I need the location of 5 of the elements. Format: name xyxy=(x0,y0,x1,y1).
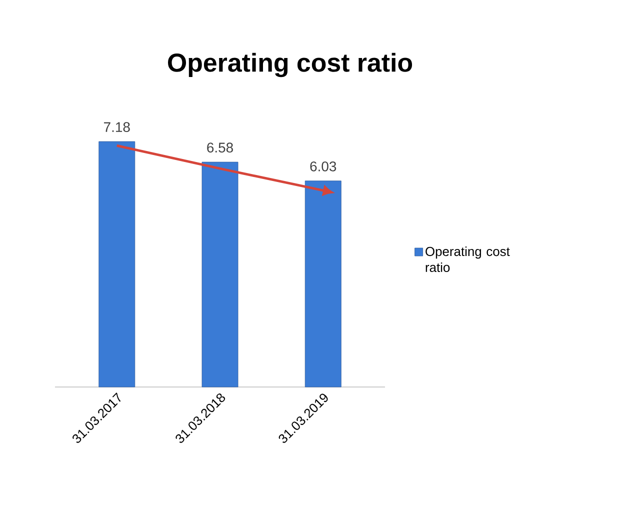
data-label: 7.18 xyxy=(104,122,130,132)
data-label: 6.58 xyxy=(207,142,233,153)
chart-title: Operating cost ratio xyxy=(168,52,412,78)
data-label: 6.03 xyxy=(310,161,336,172)
legend-label: Operating cost ratio xyxy=(426,246,510,272)
